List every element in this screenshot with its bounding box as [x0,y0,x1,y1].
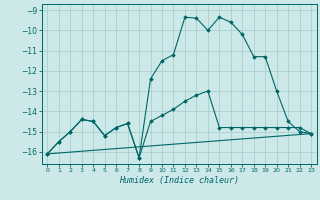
X-axis label: Humidex (Indice chaleur): Humidex (Indice chaleur) [119,176,239,185]
